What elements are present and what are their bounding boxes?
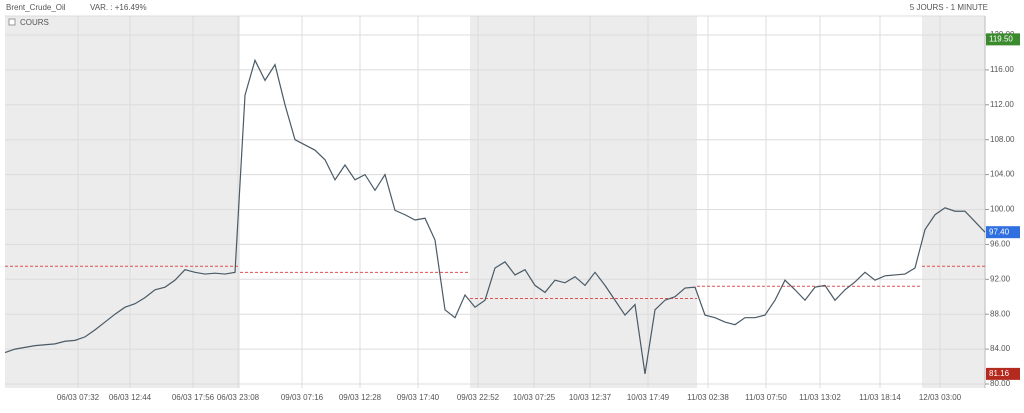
y-tick-label: 100.00 [990, 205, 1015, 214]
x-tick-label: 09/03 17:40 [397, 393, 440, 402]
x-tick-label: 06/03 23:08 [217, 393, 260, 402]
price-marker [986, 33, 1020, 46]
legend-swatch [8, 18, 16, 26]
x-tick-label: 06/03 07:32 [57, 393, 100, 402]
y-tick-label: 88.00 [990, 309, 1011, 318]
y-tick-label: 92.00 [990, 274, 1011, 283]
x-tick-label: 10/03 07:25 [513, 393, 556, 402]
x-tick-label: 11/03 02:38 [687, 393, 729, 402]
x-tick-label: 10/03 12:37 [569, 393, 612, 402]
price-marker [986, 367, 1020, 380]
y-tick-label: 84.00 [990, 344, 1011, 353]
y-tick-label: 80.00 [990, 379, 1011, 388]
chart-subtitle: VAR. : +16.49% [90, 3, 147, 12]
x-tick-label: 09/03 22:52 [457, 393, 500, 402]
session-shade [922, 16, 985, 388]
session-shade [5, 16, 240, 388]
y-tick-label: 112.00 [990, 100, 1014, 109]
x-tick-label: 06/03 17:56 [172, 393, 215, 402]
x-tick-label: 09/03 07:16 [281, 393, 324, 402]
y-tick-label: 104.00 [990, 170, 1015, 179]
legend-label: COURS [20, 18, 49, 27]
price-marker-label: 97.40 [989, 227, 1010, 236]
y-tick-label: 108.00 [990, 135, 1015, 144]
x-tick-label: 12/03 03:00 [919, 393, 962, 402]
x-tick-label: 11/03 18:14 [859, 393, 901, 402]
y-tick-label: 96.00 [990, 240, 1011, 249]
price-marker-label: 119.50 [989, 34, 1013, 43]
price-marker-label: 81.16 [989, 369, 1010, 378]
session-shade [470, 16, 697, 388]
period-label: 5 JOURS - 1 MINUTE [910, 3, 988, 12]
price-line [4, 58, 986, 374]
x-tick-label: 11/03 13:02 [799, 393, 841, 402]
x-tick-label: 06/03 12:44 [109, 393, 152, 402]
x-tick-label: 09/03 12:28 [339, 393, 382, 402]
y-tick-label: 116.00 [990, 65, 1014, 74]
x-tick-label: 10/03 17:49 [627, 393, 670, 402]
x-tick-label: 11/03 07:50 [745, 393, 787, 402]
chart-title: Brent_Crude_Oil [6, 3, 66, 12]
price-marker [986, 226, 1020, 239]
